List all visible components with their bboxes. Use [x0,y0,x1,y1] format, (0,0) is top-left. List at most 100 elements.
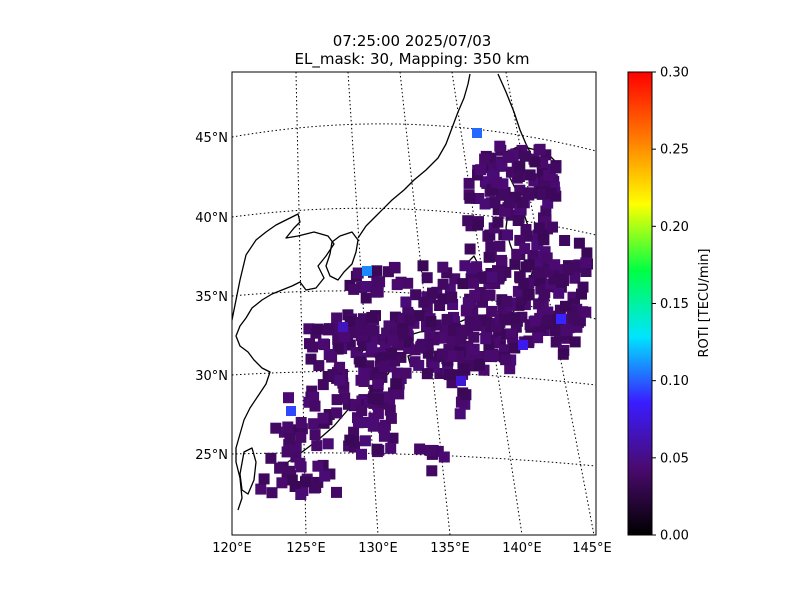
roti-pixel [483,342,495,354]
roti-pixel [400,367,412,379]
roti-pixels [255,128,593,500]
roti-pixel [385,361,397,373]
roti-pixel [372,393,384,405]
roti-pixel [391,279,403,291]
roti-pixel [441,267,453,279]
roti-pixel [468,343,480,355]
roti-pixel [334,374,346,386]
roti-pixel [474,359,486,371]
roti-pixel [397,315,409,327]
roti-pixel [447,324,459,336]
roti-pixel [536,166,548,178]
roti-pixel [455,396,467,408]
x-tick-label: 135°E [430,541,470,556]
roti-pixel [533,298,545,310]
roti-pixel [274,462,286,474]
roti-pixel-enhanced [472,128,482,138]
roti-pixel [448,311,459,323]
roti-pixel [421,272,433,284]
roti-pixel [295,417,307,428]
roti-pixel [462,297,474,309]
roti-pixel [562,263,574,275]
roti-pixel [509,342,521,354]
roti-pixel [446,377,458,389]
y-tick-label: 25°N [195,448,228,463]
x-tick-label: 120°E [212,541,252,556]
roti-pixel [375,352,387,364]
colorbar-ticks: 0.00 0.05 0.10 0.15 0.20 0.25 0.30 [652,66,689,544]
roti-pixel [255,483,267,495]
roti-pixel [295,431,307,443]
roti-pixel [317,338,329,350]
map-area [232,72,596,535]
roti-pixel [485,241,497,253]
roti-pixel [345,327,357,339]
roti-pixel [464,243,476,255]
roti-pixel [343,398,354,410]
roti-pixel [350,347,362,358]
roti-pixel [494,240,506,252]
colorbar-tick-label: 0.20 [660,220,689,235]
roti-pixel [545,187,557,199]
roti-pixel [475,164,487,176]
roti-pixel [413,310,425,322]
coastline-russia [357,73,471,239]
roti-pixel [528,175,540,187]
roti-pixel [400,336,412,348]
roti-pixel [441,314,453,325]
roti-pixel [497,178,509,190]
roti-pixel [312,323,323,335]
roti-pixel [304,338,315,350]
roti-pixel [425,316,437,328]
roti-pixel [473,193,485,204]
roti-pixel [521,230,533,242]
roti-pixel [312,460,324,472]
roti-pixel [449,273,461,285]
roti-pixel [446,291,458,303]
roti-pixel [332,333,344,345]
roti-pixel [505,209,517,221]
roti-pixel [368,325,380,337]
roti-pixel [498,189,510,201]
roti-pixel [379,341,391,353]
roti-pixel [580,266,592,277]
roti-pixel [282,421,294,433]
roti-pixel [523,259,535,271]
roti-pixel [529,315,541,327]
roti-pixel [497,304,509,316]
roti-pixel [485,320,497,332]
roti-pixel [367,333,378,345]
roti-pixel [339,392,351,404]
roti-pixel [492,265,503,277]
roti-pixel [372,379,384,391]
roti-pixel [548,181,560,193]
x-tick-labels: 120°E 125°E 130°E 135°E 140°E 145°E [212,541,612,556]
roti-pixel [322,438,334,450]
roti-pixel [421,368,433,380]
roti-pixel [258,473,270,485]
roti-pixel [384,404,396,416]
colorbar: 0.00 0.05 0.10 0.15 0.20 0.25 0.30 ROTI [TECU/… [627,66,712,544]
roti-pixel [548,175,560,187]
roti-pixel [510,321,522,333]
roti-pixel [395,351,407,363]
roti-pixel [557,348,569,360]
roti-pixel [382,266,394,278]
roti-pixel [480,333,492,345]
roti-pixel [516,311,528,323]
roti-pixel [317,412,329,424]
roti-pixel [509,258,521,270]
roti-pixel [523,337,535,349]
roti-pixel [425,444,436,456]
roti-pixel [481,326,493,338]
roti-pixel [409,356,421,368]
roti-pixel [386,348,398,360]
roti-pixel [464,192,476,204]
roti-pixel [484,229,496,241]
roti-pixel [455,335,467,347]
roti-pixel [360,281,372,292]
y-tick-label: 30°N [195,369,228,384]
roti-pixel [438,332,450,344]
x-tick-label: 125°E [286,541,326,556]
roti-pixel [372,408,384,420]
